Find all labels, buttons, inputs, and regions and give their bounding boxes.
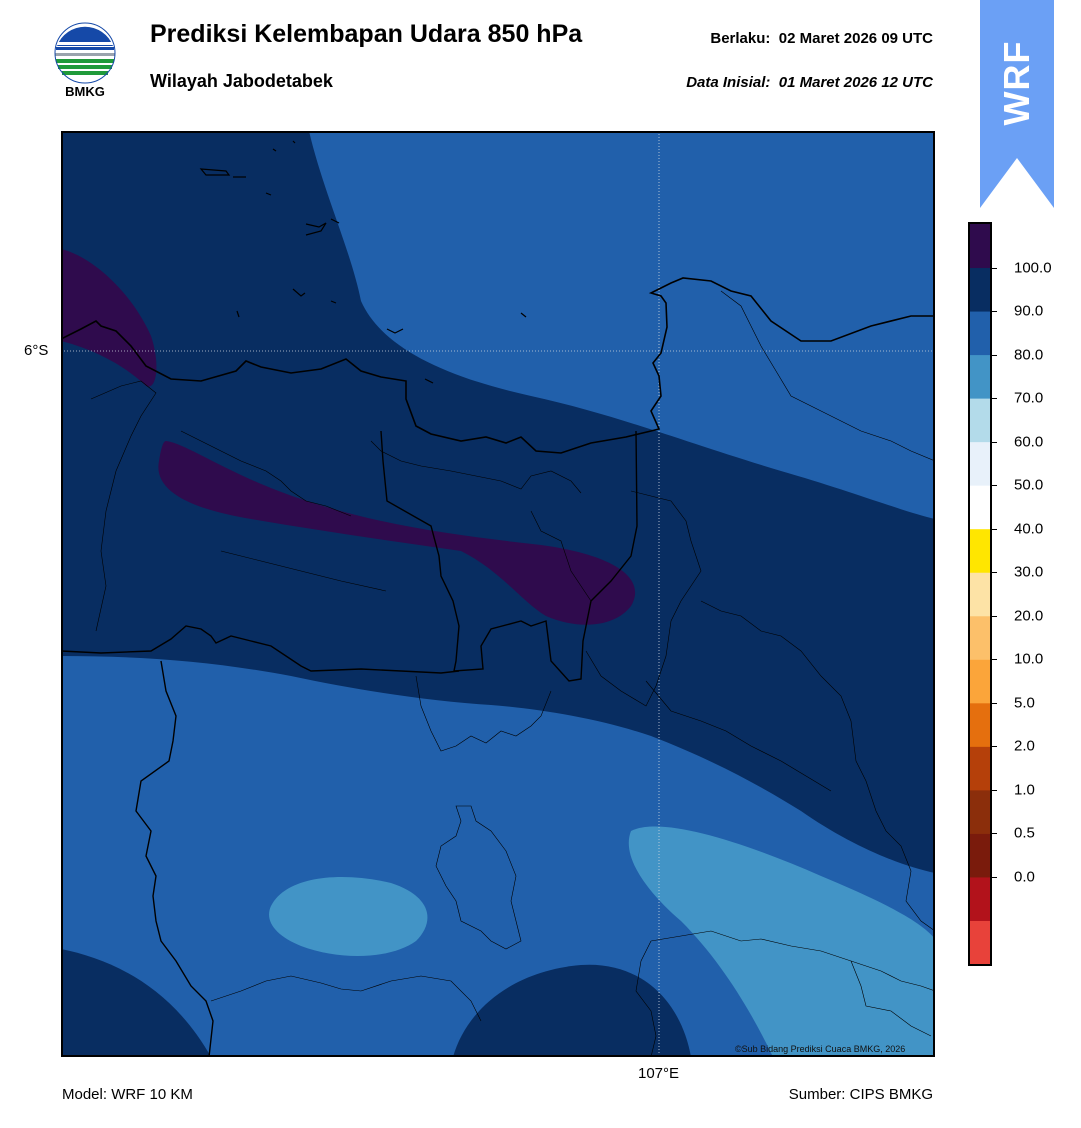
colorbar-tick-mark xyxy=(991,789,997,791)
longitude-label: 107°E xyxy=(638,1065,680,1082)
colorbar-segment xyxy=(970,789,990,834)
colorbar-segment xyxy=(970,746,990,791)
colorbar-segment xyxy=(970,354,990,399)
colorbar-segment xyxy=(970,833,990,878)
banten-boundary xyxy=(61,625,460,674)
colorbar-tick-mark xyxy=(991,441,997,443)
band-90-south xyxy=(453,964,691,1057)
colorbar-segment xyxy=(970,441,990,486)
colorbar-segment xyxy=(970,398,990,443)
colorbar-tick-mark xyxy=(991,659,997,661)
district-borders xyxy=(90,290,935,1057)
colorbar-tick-label: 2.0 xyxy=(1014,737,1035,755)
band-90-southwest xyxy=(61,949,211,1057)
colorbar-segment xyxy=(970,659,990,704)
colorbar-tick-mark xyxy=(991,572,997,574)
valid-value: 02 Maret 2026 09 UTC xyxy=(778,30,933,47)
init-time: Data Inisial: 01 Maret 2026 12 UTC xyxy=(686,74,933,91)
valid-label: Berlaku: xyxy=(710,30,771,47)
colorbar-tick-label: 1.0 xyxy=(1014,781,1035,799)
source-info: Sumber: CIPS BMKG xyxy=(788,1086,933,1103)
colorbar-tick-mark xyxy=(991,354,997,356)
region-subtitle: Wilayah Jabodetabek xyxy=(150,71,333,91)
colorbar-tick-label: 90.0 xyxy=(1014,302,1044,320)
colorbar-tick-label: 10.0 xyxy=(1014,650,1044,668)
chart-title: Prediksi Kelembapan Udara 850 hPa xyxy=(150,20,583,48)
colorbar-tick-mark xyxy=(991,746,997,748)
colorbar-tick-mark xyxy=(991,267,997,269)
init-label: Data Inisial: xyxy=(686,74,771,91)
colorbar-tick-label: 0.0 xyxy=(1014,868,1035,886)
colorbar-tick-mark xyxy=(991,615,997,617)
band-90-main xyxy=(61,131,935,873)
colorbar-segment xyxy=(970,920,990,965)
latitude-label: 6°S xyxy=(24,342,49,359)
valid-time: Berlaku: 02 Maret 2026 09 UTC xyxy=(710,30,933,47)
colorbar-tick-label: 100.0 xyxy=(1014,259,1052,277)
colorbar-segment xyxy=(970,311,990,356)
colorbar-tick-label: 20.0 xyxy=(1014,607,1044,625)
bmkg-emblem-icon xyxy=(54,22,116,84)
colorbar-segment xyxy=(970,224,990,269)
colorbar-tick-mark xyxy=(991,311,997,313)
humidity-map xyxy=(61,131,935,1057)
colorbar-segment xyxy=(970,485,990,530)
colorbar-tick-label: 40.0 xyxy=(1014,520,1044,538)
colorbar-tick-label: 60.0 xyxy=(1014,433,1044,451)
wrf-badge xyxy=(980,0,1054,208)
colorbar xyxy=(968,222,992,966)
colorbar-tick-label: 70.0 xyxy=(1014,389,1044,407)
band-70-west xyxy=(269,876,428,957)
bmkg-logo xyxy=(50,18,120,102)
colorbar-tick-mark xyxy=(991,876,997,878)
colorbar-tick-label: 30.0 xyxy=(1014,563,1044,581)
band-70-southeast xyxy=(628,826,935,1057)
map-frame xyxy=(61,131,935,1057)
colorbar-segment xyxy=(970,876,990,921)
init-value: 01 Maret 2026 12 UTC xyxy=(778,74,933,91)
colorbar-segment xyxy=(970,702,990,747)
colorbar-segment xyxy=(970,572,990,617)
colorbar-tick-mark xyxy=(991,398,997,400)
colorbar-segment xyxy=(970,615,990,660)
colorbar-tick-label: 0.5 xyxy=(1014,824,1035,842)
colorbar-tick-mark xyxy=(991,702,997,704)
colorbar-segment xyxy=(970,267,990,312)
wrf-badge-label: WRF xyxy=(996,40,1037,125)
colorbar-tick-label: 5.0 xyxy=(1014,694,1035,712)
logo-text: BMKG xyxy=(65,84,105,99)
colorbar-tick-label: 50.0 xyxy=(1014,476,1044,494)
copyright-notice: ©Sub Bidang Prediksi Cuaca BMKG, 2026 xyxy=(735,1044,906,1054)
band-100-center xyxy=(158,441,636,625)
islands xyxy=(199,140,527,384)
coastline xyxy=(61,277,935,454)
band-100-northwest xyxy=(61,249,157,387)
colorbar-tick-mark xyxy=(991,528,997,530)
model-info: Model: WRF 10 KM xyxy=(62,1086,193,1103)
colorbar-tick-mark xyxy=(991,833,997,835)
colorbar-tick-mark xyxy=(991,485,997,487)
colorbar-segment xyxy=(970,528,990,573)
province-border-west xyxy=(135,660,214,1057)
colorbar-tick-label: 80.0 xyxy=(1014,346,1044,364)
